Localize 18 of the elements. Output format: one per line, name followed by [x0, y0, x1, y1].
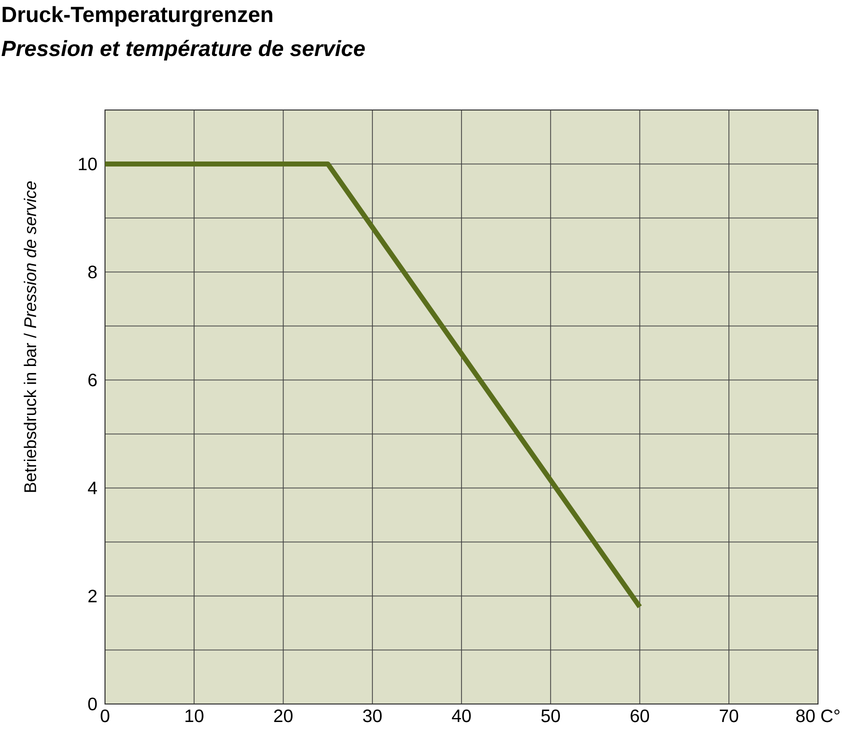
x-tick-label: 40 [452, 709, 471, 722]
y-axis-title: Betriebsdruck in bar / Pression de service [24, 181, 36, 492]
y-tick-label: 2 [88, 590, 97, 602]
y-tick-label: 4 [88, 482, 97, 494]
chart-subtitle: Pression et température de service [2, 40, 365, 61]
x-tick-label: 10 [186, 709, 204, 722]
x-tick-label: 80 C° [796, 709, 840, 722]
x-tick-label: 70 [720, 709, 738, 722]
x-tick-label: 20 [274, 709, 293, 722]
y-tick-label: 6 [88, 374, 97, 386]
x-tick-label: 50 [541, 709, 560, 722]
x-tick-label: 0 [100, 709, 110, 722]
x-tick-label: 60 [630, 709, 650, 722]
y-tick-label: 10 [78, 158, 97, 170]
y-tick-label: 0 [88, 698, 97, 710]
y-tick-label: 8 [88, 266, 97, 278]
chart-title: Druck-Temperaturgrenzen [2, 6, 272, 27]
x-tick-label: 30 [363, 709, 382, 722]
